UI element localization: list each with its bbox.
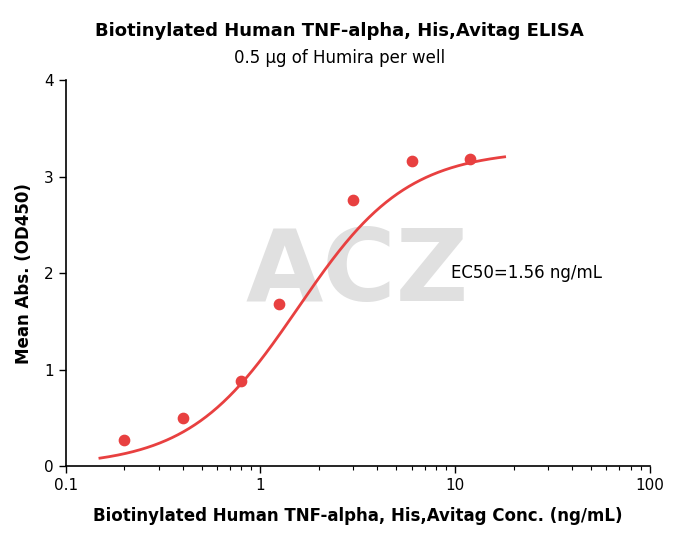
Text: Biotinylated Human TNF-alpha, His,Avitag ELISA: Biotinylated Human TNF-alpha, His,Avitag…: [95, 22, 584, 39]
Y-axis label: Mean Abs. (OD450): Mean Abs. (OD450): [15, 183, 33, 364]
Text: EC50=1.56 ng/mL: EC50=1.56 ng/mL: [451, 265, 602, 282]
X-axis label: Biotinylated Human TNF-alpha, His,Avitag Conc. (ng/mL): Biotinylated Human TNF-alpha, His,Avitag…: [93, 507, 623, 525]
Point: [236, 377, 247, 386]
Point: [465, 154, 476, 163]
Point: [119, 436, 130, 444]
Point: [274, 300, 285, 308]
Point: [406, 157, 417, 166]
Text: ACZ: ACZ: [246, 225, 469, 322]
Point: [177, 414, 188, 422]
Point: [348, 195, 359, 204]
Text: 0.5 μg of Humira per well: 0.5 μg of Humira per well: [234, 49, 445, 66]
